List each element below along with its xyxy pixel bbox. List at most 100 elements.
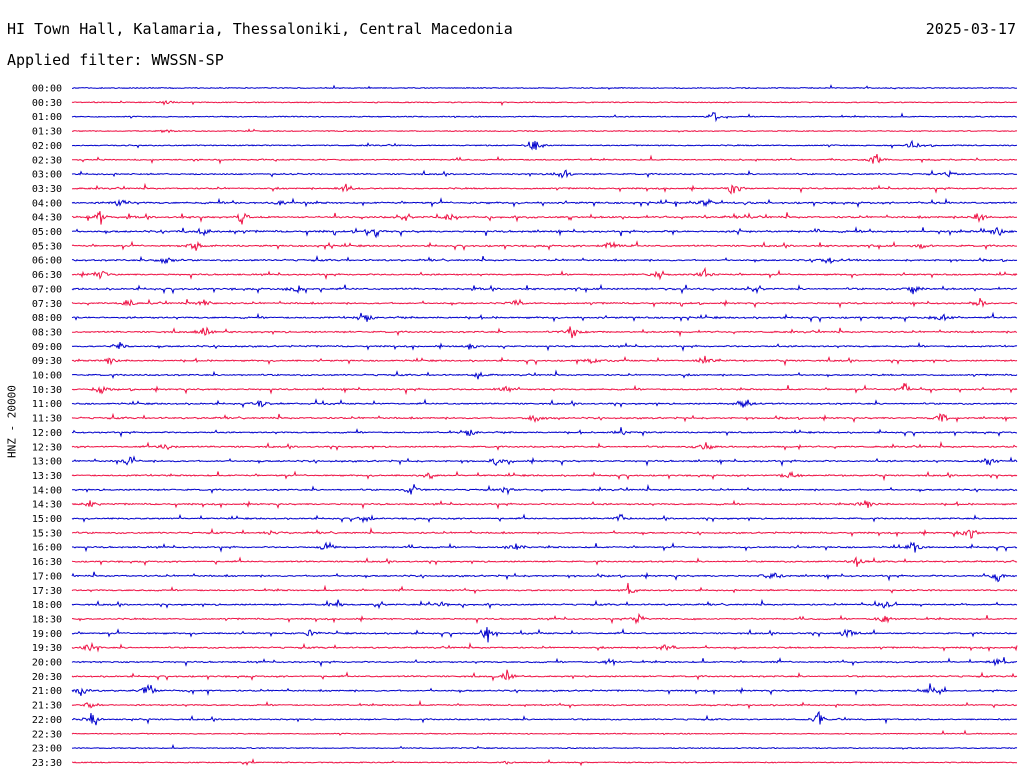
trace-2300 — [71, 743, 1018, 750]
trace-1730 — [71, 582, 1018, 595]
trace-2000 — [71, 657, 1017, 668]
time-label-1430: 14:30 — [32, 500, 62, 511]
station-title: HI Town Hall, Kalamaria, Thessaloniki, C… — [7, 20, 513, 38]
time-label-0730: 07:30 — [32, 299, 62, 310]
time-label-1530: 15:30 — [32, 528, 62, 539]
trace-0100 — [71, 111, 1017, 123]
time-label-1330: 13:30 — [32, 471, 62, 482]
trace-0730 — [71, 297, 1018, 309]
trace-1030 — [71, 382, 1018, 396]
time-label-1930: 19:30 — [32, 643, 62, 654]
time-label-0830: 08:30 — [32, 327, 62, 338]
time-label-1830: 18:30 — [32, 614, 62, 625]
trace-0030 — [71, 99, 1018, 107]
time-label-0400: 04:00 — [32, 198, 62, 209]
time-label-0000: 00:00 — [32, 84, 62, 95]
trace-1300 — [71, 455, 1018, 467]
time-label-0530: 05:30 — [32, 241, 62, 252]
trace-0500 — [71, 226, 1017, 239]
trace-2130 — [71, 699, 1018, 710]
time-label-2100: 21:00 — [32, 686, 62, 697]
trace-2200 — [71, 710, 1018, 726]
time-label-1900: 19:00 — [32, 629, 62, 640]
trace-0700 — [71, 283, 1018, 295]
trace-1930 — [71, 641, 1018, 653]
trace-1900 — [71, 627, 1018, 643]
trace-0600 — [71, 255, 1018, 265]
trace-0430 — [71, 211, 1017, 225]
trace-1700 — [71, 571, 1018, 583]
trace-0630 — [71, 266, 1018, 281]
trace-1600 — [71, 541, 1018, 553]
trace-1400 — [72, 483, 1018, 496]
time-label-0200: 02:00 — [32, 141, 62, 152]
trace-0330 — [71, 182, 1018, 195]
trace-1430 — [71, 499, 1018, 510]
time-label-1700: 17:00 — [32, 571, 62, 582]
time-label-1100: 11:00 — [32, 399, 62, 410]
trace-1100 — [71, 398, 1018, 409]
trace-0000 — [72, 84, 1018, 90]
trace-1530 — [71, 527, 1018, 539]
time-label-1500: 15:00 — [32, 514, 62, 525]
trace-1130 — [71, 412, 1018, 424]
time-label-2200: 22:00 — [32, 715, 62, 726]
time-label-0300: 03:00 — [32, 170, 62, 181]
time-label-1300: 13:00 — [32, 457, 62, 468]
time-label-1730: 17:30 — [32, 586, 62, 597]
trace-0530 — [71, 240, 1017, 251]
time-label-2130: 21:30 — [32, 701, 62, 712]
time-label-0500: 05:00 — [32, 227, 62, 238]
filter-label: Applied filter: WWSSN-SP — [7, 51, 224, 69]
time-label-1200: 12:00 — [32, 428, 62, 439]
time-label-0700: 07:00 — [32, 284, 62, 295]
time-label-0230: 02:30 — [32, 155, 62, 166]
record-date: 2025-03-17 — [925, 20, 1016, 38]
time-label-0930: 09:30 — [32, 356, 62, 367]
trace-2330 — [71, 758, 1018, 767]
time-label-0900: 09:00 — [32, 342, 62, 353]
time-label-1000: 10:00 — [32, 371, 62, 382]
time-label-0100: 01:00 — [32, 112, 62, 123]
time-label-1230: 12:30 — [32, 442, 62, 453]
time-label-0630: 06:30 — [32, 270, 62, 281]
time-label-1400: 14:00 — [32, 485, 62, 496]
time-label-2000: 20:00 — [32, 658, 62, 669]
trace-0130 — [71, 128, 1018, 134]
trace-1500 — [71, 513, 1018, 524]
trace-0830 — [71, 326, 1018, 339]
time-label-1130: 11:30 — [32, 414, 62, 425]
trace-2030 — [71, 669, 1018, 682]
trace-1200 — [71, 427, 1017, 438]
trace-1330 — [71, 470, 1018, 482]
trace-1630 — [71, 556, 1018, 567]
trace-0400 — [71, 197, 1018, 208]
trace-1800 — [71, 598, 1018, 610]
trace-1230 — [71, 440, 1018, 451]
time-label-0330: 03:30 — [32, 184, 62, 195]
time-label-0800: 08:00 — [32, 313, 62, 324]
trace-2230 — [71, 729, 1018, 736]
time-label-0430: 04:30 — [32, 213, 62, 224]
time-label-2330: 23:30 — [32, 758, 62, 769]
time-label-2030: 20:30 — [32, 672, 62, 683]
time-label-1030: 10:30 — [32, 385, 62, 396]
trace-1830 — [71, 612, 1018, 625]
trace-0300 — [71, 169, 1018, 179]
time-label-1630: 16:30 — [32, 557, 62, 568]
time-label-0600: 06:00 — [32, 256, 62, 267]
time-label-1600: 16:00 — [32, 543, 62, 554]
trace-0200 — [72, 139, 1018, 151]
time-label-2300: 23:00 — [32, 744, 62, 755]
trace-2100 — [71, 683, 1017, 696]
trace-0230 — [72, 153, 1018, 165]
trace-0800 — [71, 311, 1018, 323]
time-label-0130: 01:30 — [32, 127, 62, 138]
trace-1000 — [71, 369, 1018, 380]
trace-0900 — [71, 341, 1018, 352]
time-label-0030: 00:30 — [32, 98, 62, 109]
time-label-1800: 18:00 — [32, 600, 62, 611]
time-label-2230: 22:30 — [32, 729, 62, 740]
trace-0930 — [71, 355, 1018, 367]
